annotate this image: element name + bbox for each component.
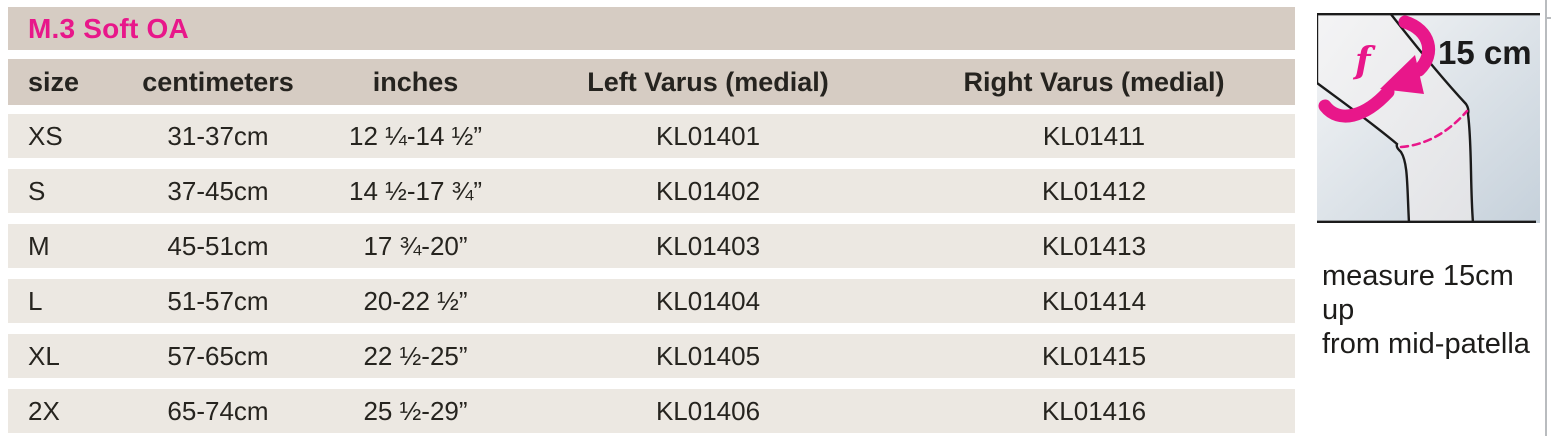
caption-line-1: measure 15cm up: [1322, 260, 1514, 326]
cell-centimeters: 51-57cm: [167, 285, 269, 316]
cell-size: M: [28, 230, 50, 261]
cell-left-varus: KL01403: [655, 230, 761, 261]
page-edge-corner: [1545, 17, 1551, 19]
page-edge-line: [1545, 0, 1547, 436]
measuring-tape-arrowhead: [1380, 55, 1424, 94]
cell-size: XL: [28, 340, 60, 371]
column-header-left-varus: Left Varus (medial): [587, 66, 829, 97]
measuring-tape-lower-arc: [1318, 85, 1395, 123]
cell-right-varus: KL01416: [1041, 395, 1147, 426]
table-row: S 37-45cm 14 ½-17 ¾” KL01402 KL01412: [8, 169, 1295, 213]
cell-centimeters: 65-74cm: [167, 395, 269, 426]
cell-inches: 17 ¾-20”: [363, 230, 468, 261]
cell-right-varus: KL01413: [1041, 230, 1147, 261]
table-row: XL 57-65cm 22 ½-25” KL01405 KL01415: [8, 334, 1295, 378]
leg-outline: [1317, 13, 1475, 223]
cell-inches: 12 ¼-14 ½”: [349, 120, 482, 151]
measurement-label: 15 cm: [1438, 34, 1532, 71]
column-header-inches: inches: [372, 66, 459, 97]
cell-right-varus: KL01415: [1041, 340, 1147, 371]
sizing-table: M.3 Soft OA size centimeters inches Left…: [8, 7, 1295, 433]
cell-inches: 25 ½-29”: [363, 395, 468, 426]
cell-centimeters: 45-51cm: [167, 230, 269, 261]
cell-left-varus: KL01406: [655, 395, 761, 426]
cell-right-varus: KL01414: [1041, 285, 1147, 316]
cell-left-varus: KL01401: [655, 120, 761, 151]
measurement-caption: measure 15cm up from mid-patella: [1322, 259, 1551, 361]
cell-centimeters: 37-45cm: [167, 175, 269, 206]
cell-inches: 14 ½-17 ¾”: [349, 175, 482, 206]
column-header-size: size: [28, 66, 80, 97]
cell-inches: 22 ½-25”: [363, 340, 468, 371]
column-header-centimeters: centimeters: [142, 66, 294, 97]
cell-size: L: [28, 285, 43, 316]
cell-left-varus: KL01405: [655, 340, 761, 371]
measuring-tape-upper-arc: [1398, 15, 1435, 77]
cell-centimeters: 57-65cm: [167, 340, 269, 371]
table-header-row: size centimeters inches Left Varus (medi…: [8, 59, 1295, 105]
table-row: L 51-57cm 20-22 ½” KL01404 KL01414: [8, 279, 1295, 323]
cell-size: S: [28, 175, 46, 206]
dashed-measure-line: [1399, 109, 1469, 149]
table-row: XS 31-37cm 12 ¼-14 ½” KL01401 KL01411: [8, 114, 1295, 158]
cell-right-varus: KL01412: [1041, 175, 1147, 206]
column-header-right-varus: Right Varus (medial): [963, 66, 1225, 97]
cell-size: XS: [28, 120, 63, 151]
cell-centimeters: 31-37cm: [167, 120, 269, 151]
caption-line-2: from mid-patella: [1322, 328, 1530, 360]
table-row: 2X 65-74cm 25 ½-29” KL01406 KL01416: [8, 389, 1295, 433]
cell-right-varus: KL01411: [1042, 120, 1146, 151]
cell-size: 2X: [28, 395, 60, 426]
table-row: M 45-51cm 17 ¾-20” KL01403 KL01413: [8, 224, 1295, 268]
knee-measurement-illustration: f 15 cm: [1317, 13, 1540, 223]
cell-left-varus: KL01404: [655, 285, 761, 316]
product-title: M.3 Soft OA: [28, 12, 189, 44]
cell-inches: 20-22 ½”: [363, 285, 468, 316]
product-title-bar: M.3 Soft OA: [8, 7, 1295, 50]
cell-left-varus: KL01402: [655, 175, 761, 206]
